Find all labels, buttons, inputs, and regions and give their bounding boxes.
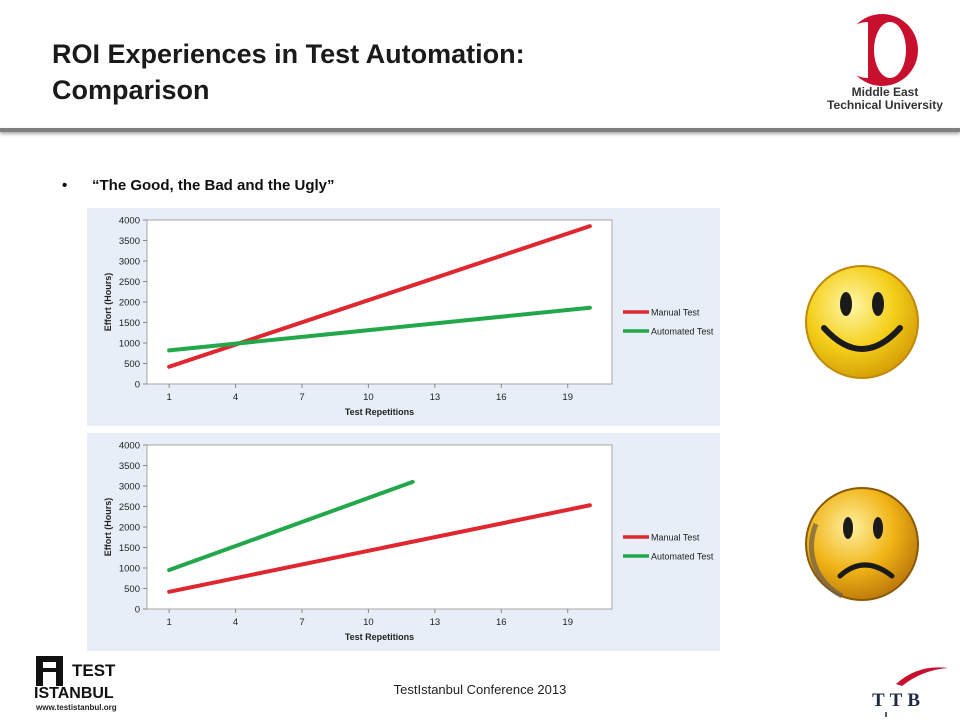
x-tick-label: 13 xyxy=(430,392,441,403)
x-tick-label: 7 xyxy=(299,617,304,628)
series-line-automated-test xyxy=(167,305,592,353)
legend-label: Automated Test xyxy=(651,552,714,562)
metu-line-2: Technical University xyxy=(827,98,943,112)
y-tick-label: 3000 xyxy=(119,257,140,268)
series-line-manual-test xyxy=(167,503,592,594)
legend-label: Automated Test xyxy=(651,327,714,337)
y-tick-label: 1500 xyxy=(119,318,140,329)
metu-logo xyxy=(840,14,918,86)
plot-area xyxy=(146,444,613,610)
title-divider xyxy=(0,128,960,132)
y-axis-label: Effort (Hours) xyxy=(103,498,113,557)
footer-text: TestIstanbul Conference 2013 xyxy=(393,682,567,697)
x-axis-label: Test Repetitions xyxy=(345,632,414,642)
y-tick-label: 2500 xyxy=(119,502,140,513)
series-line-automated-test xyxy=(167,479,415,573)
x-tick-label: 10 xyxy=(363,392,374,403)
y-tick-label: 0 xyxy=(135,380,140,391)
x-tick-label: 1 xyxy=(166,617,171,628)
y-tick-label: 4000 xyxy=(119,441,140,452)
legend-label: Manual Test xyxy=(651,533,700,543)
ttb-wordmark: TTB xyxy=(872,690,925,711)
y-tick-label: 500 xyxy=(124,584,140,595)
y-tick-label: 3500 xyxy=(119,461,140,472)
chart-bad: 0 500 1000 1500 2000 2500 3000 3500 4000 1 4 7 10 13 1… xyxy=(87,433,720,651)
x-tick-label: 13 xyxy=(430,617,441,628)
y-tick-label: 1500 xyxy=(119,543,140,554)
metu-line-1: Middle East xyxy=(851,85,919,99)
y-tick-label: 2000 xyxy=(119,298,140,309)
y-tick-label: 500 xyxy=(124,359,140,370)
sad-face-icon xyxy=(805,487,919,601)
x-tick-label: 19 xyxy=(562,617,573,628)
legend-label: Manual Test xyxy=(651,308,700,318)
y-tick-label: 2000 xyxy=(119,523,140,534)
x-tick-label: 7 xyxy=(299,392,304,403)
y-tick-label: 0 xyxy=(135,605,140,616)
test-wordmark: TEST xyxy=(72,661,116,680)
y-axis-label: Effort (Hours) xyxy=(103,273,113,332)
slide-title: ROI Experiences in Test Automation: Comp… xyxy=(52,36,525,108)
x-axis-label: Test Repetitions xyxy=(345,407,414,417)
chart-good: 0 500 1000 1500 2000 2500 3000 3500 4000 1 4 7 10 13 1… xyxy=(87,208,720,426)
y-tick-label: 1000 xyxy=(119,339,140,350)
x-tick-label: 16 xyxy=(496,617,507,628)
testistanbul-logo: TEST ISTANBUL www.testistanbul.org xyxy=(34,656,117,712)
x-tick-label: 1 xyxy=(166,392,171,403)
x-tick-label: 10 xyxy=(363,617,374,628)
y-tick-label: 4000 xyxy=(119,216,140,227)
y-tick-label: 3500 xyxy=(119,236,140,247)
ttb-logo: TTB xyxy=(872,667,948,717)
bullet-marker: • xyxy=(62,177,68,194)
test-url: www.testistanbul.org xyxy=(35,703,117,712)
title-line-2: Comparison xyxy=(52,75,210,105)
x-tick-label: 19 xyxy=(562,392,573,403)
istanbul-wordmark: ISTANBUL xyxy=(34,685,114,702)
title-line-1: ROI Experiences in Test Automation: xyxy=(52,39,525,69)
y-tick-label: 2500 xyxy=(119,277,140,288)
smiley-face-icon xyxy=(805,265,919,379)
bullet-text: “The Good, the Bad and the Ugly” xyxy=(92,177,335,194)
x-tick-label: 4 xyxy=(233,392,238,403)
x-tick-label: 16 xyxy=(496,392,507,403)
x-tick-label: 4 xyxy=(233,617,238,628)
metu-wordmark: Middle East Technical University xyxy=(820,86,950,112)
plot-area xyxy=(146,219,613,385)
y-tick-label: 1000 xyxy=(119,564,140,575)
y-tick-label: 3000 xyxy=(119,482,140,493)
